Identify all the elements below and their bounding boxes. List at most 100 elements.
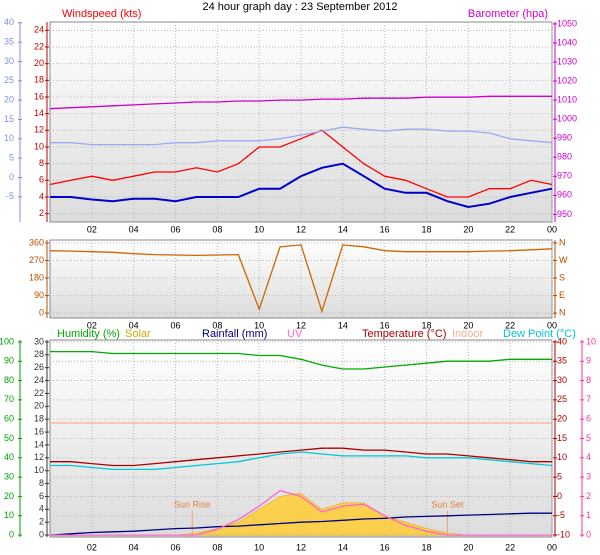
y-tick-label: 60 (4, 414, 14, 424)
y-tick-label: 2 (586, 491, 591, 501)
x-tick-label: 12 (296, 224, 306, 234)
y-tick-label: 10 (4, 133, 14, 143)
x-tick-label: 02 (87, 224, 97, 234)
y-tick-label: 6 (586, 414, 591, 424)
series-line (49, 129, 553, 198)
legend-label: UV (287, 328, 303, 340)
x-tick-label: 16 (380, 320, 390, 330)
y-tick-label: 1050 (557, 18, 577, 28)
legend-label: Barometer (hpa) (468, 8, 548, 20)
y-tick-label: 0 (39, 529, 44, 539)
y-tick-label: 16 (34, 91, 44, 101)
y-tick-label: 12 (34, 125, 44, 135)
y-tick-label: 28 (34, 349, 44, 359)
y-tick-label: 40 (4, 452, 14, 462)
x-tick-label: 20 (463, 542, 473, 552)
y-tick-label: 1030 (557, 56, 577, 66)
y-tick-label: 990 (557, 133, 572, 143)
y-tick-label: 8 (39, 478, 44, 488)
y-tick-label: 90 (34, 290, 44, 300)
legend-label: Windspeed (kts) (62, 8, 141, 20)
x-tick-label: 04 (129, 224, 139, 234)
x-tick-label: 00 (547, 320, 557, 330)
y-tick-label: 30 (34, 336, 44, 346)
x-tick-label: 06 (170, 320, 180, 330)
y-tick-label: 970 (557, 171, 572, 181)
y-tick-label: 14 (34, 108, 44, 118)
legend-label: Humidity (%) (57, 328, 120, 340)
y-tick-label: 10 (586, 336, 596, 346)
y-tick-label: 15 (557, 433, 567, 443)
y-tick-label: 35 (557, 356, 567, 366)
y-tick-label: 6 (39, 175, 44, 185)
series-line (50, 451, 553, 471)
y-tick-label: 40 (4, 17, 14, 27)
y-tick-label: 1020 (557, 75, 577, 85)
y-tick-label: 960 (557, 190, 572, 200)
y-tick-label: 1000 (557, 114, 577, 124)
x-tick-label: 02 (87, 542, 97, 552)
x-tick-label: 02 (87, 320, 97, 330)
y-tick-label: 7 (586, 394, 591, 404)
x-tick-label: 18 (421, 320, 431, 330)
x-tick-label: 14 (338, 320, 348, 330)
y-tick-label: 4 (586, 452, 591, 462)
y-tick-label: 40 (557, 336, 567, 346)
x-tick-label: 16 (380, 542, 390, 552)
y-tick-label: 14 (34, 439, 44, 449)
x-tick-label: 08 (212, 224, 222, 234)
y-tick-label: 18 (34, 75, 44, 85)
x-tick-label: 00 (547, 542, 557, 552)
y-tick-label: 1 (586, 510, 591, 520)
x-tick-label: 22 (505, 542, 515, 552)
y-tick-label: 12 (34, 452, 44, 462)
y-tick-label: 16 (34, 426, 44, 436)
x-tick-label: 12 (296, 542, 306, 552)
y-tick-label: 0 (586, 529, 591, 539)
y-tick-label: 5 (9, 153, 14, 163)
y-tick-label: 10 (4, 510, 14, 520)
y-tick-label: 0 (9, 529, 14, 539)
y-tick-label: 80 (4, 375, 14, 385)
y-tick-label: 20 (4, 491, 14, 501)
legend-label: Dew Point (°C) (503, 328, 576, 340)
x-tick-label: 14 (338, 224, 348, 234)
chart-title: 24 hour graph day : 23 September 2012 (202, 1, 397, 13)
y-tick-label: 20 (34, 58, 44, 68)
y-tick-label: 20 (557, 414, 567, 424)
y-tick-label: 0 (557, 491, 562, 501)
series-line (50, 162, 553, 209)
series-line (50, 447, 552, 467)
x-tick-label: 18 (421, 542, 431, 552)
y-tick-label: -5 (557, 510, 565, 520)
y-tick-label: 30 (557, 375, 567, 385)
series-line (49, 512, 552, 536)
y-tick-label: 100 (0, 336, 14, 346)
legend-label: Solar (125, 328, 151, 340)
annotation: Sun Rise (174, 499, 211, 509)
y-tick-label: 8 (586, 375, 591, 385)
x-tick-label: 04 (129, 320, 139, 330)
y-tick-label: 10 (34, 465, 44, 475)
x-tick-label: 22 (505, 224, 515, 234)
y-tick-label: -5 (6, 191, 14, 201)
y-tick-label: 1010 (557, 94, 577, 104)
x-tick-label: 14 (338, 542, 348, 552)
y-tick-label: 2 (39, 517, 44, 527)
y-tick-label: 360 (29, 237, 44, 247)
x-tick-label: 08 (212, 542, 222, 552)
y-tick-label: 70 (4, 394, 14, 404)
x-tick-label: 12 (296, 320, 306, 330)
y-tick-label: 25 (557, 394, 567, 404)
y-tick-label: 10 (34, 141, 44, 151)
y-tick-label: 24 (34, 375, 44, 385)
y-tick-label: N (559, 237, 566, 247)
y-tick-label: 3 (586, 472, 591, 482)
x-tick-label: 06 (170, 224, 180, 234)
x-tick-label: 20 (463, 224, 473, 234)
y-tick-label: 4 (39, 504, 44, 514)
y-tick-label: S (559, 272, 565, 282)
legend-label: Indoor (452, 328, 484, 340)
x-tick-label: 16 (380, 224, 390, 234)
